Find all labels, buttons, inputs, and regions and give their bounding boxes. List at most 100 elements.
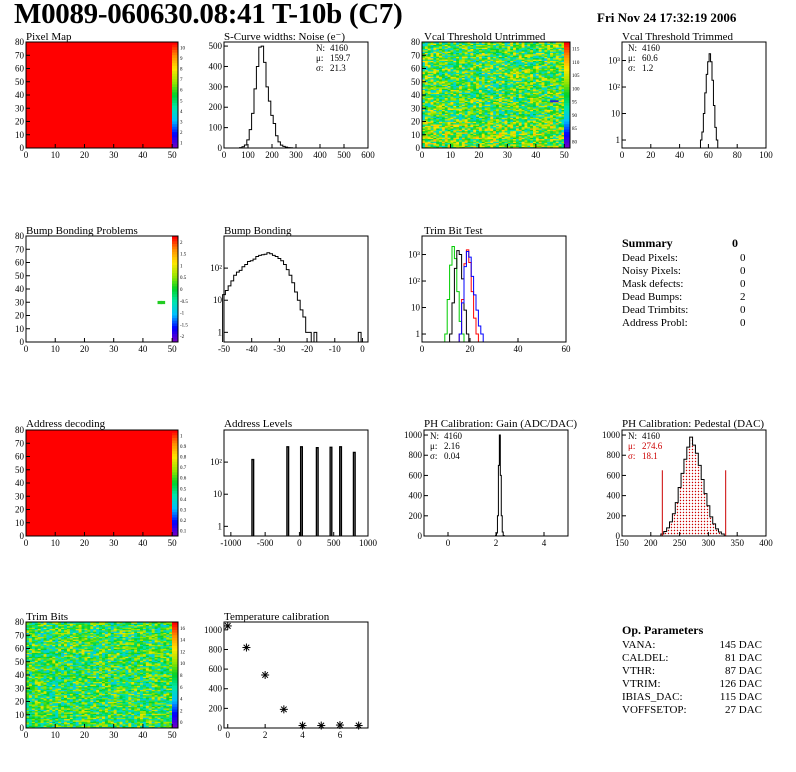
y-tick-label: 50 [15,77,25,87]
y-tick-label: 70 [411,50,421,60]
param-value: 0 [740,252,746,264]
param-label: CALDEL: [622,652,669,664]
histogram-bars [495,434,505,536]
y-tick-label: 10³ [408,250,420,260]
heatmap-cells [26,430,178,536]
y-tick-label: 1000 [602,430,621,440]
data-point [223,621,232,630]
x-tick-label: 600 [361,150,375,160]
y-tick-label: 10 [213,295,223,305]
stats-value: 4160 [642,431,661,441]
y-tick-label: 10² [608,82,620,92]
x-tick-label: 50 [168,150,178,160]
param-value: 126 DAC [719,678,762,690]
summary-title: Summary [622,236,673,250]
address-level-peak [299,446,304,536]
colorbar-tick-label: 105 [572,74,580,79]
plot-title: Address Levels [224,418,293,430]
x-tick-label: 10 [51,344,61,354]
date-stamp: Fri Nov 24 17:32:19 2006 [597,10,737,25]
x-tick-label: -40 [246,344,258,354]
y-tick-label: 80 [15,617,25,627]
histogram-bars [444,246,484,342]
stats-value: 4160 [642,43,661,53]
x-tick-label: 500 [327,538,341,548]
plot-title: Address decoding [26,418,106,430]
x-tick-label: -30 [273,344,285,354]
colorbar-tick-label: 9 [180,57,183,62]
y-tick-label: 50 [411,77,421,87]
y-tick-label: 200 [209,102,223,112]
stats-value: 4160 [330,43,349,53]
x-tick-label: 0 [420,150,425,160]
y-axis: 0 10 20 30 40 50 60 70 80 [15,231,30,347]
y-tick-label: 0 [20,531,25,541]
stats-value: 2.16 [444,441,460,451]
x-tick-label: 60 [562,344,572,354]
x-tick-label: 50 [168,730,178,740]
colorbar-tick-label: 6 [180,686,183,691]
plot-title: Temperature calibration [224,611,330,623]
y-tick-label: 40 [15,284,25,294]
y-tick-label: 1 [416,329,421,339]
y-tick-label: 1 [616,135,621,145]
x-tick-label: 4 [542,538,547,548]
x-axis: 150 200 250 300 350 400 [615,532,773,548]
x-tick-label: 0 [222,150,227,160]
colorbar-tick-label: 115 [572,48,580,53]
y-tick-label: 800 [607,450,621,460]
colorbar-tick-label: 1 [180,142,183,147]
colorbar: 10 9 8 7 6 5 4 3 2 1 [172,42,186,149]
y-tick-label: 20 [15,311,25,321]
colorbar-tick-label: 0.7 [180,466,187,471]
param-value: 115 DAC [719,691,762,703]
x-tick-label: 40 [138,538,148,548]
y-axis: 0 10 20 30 40 50 60 70 80 [411,37,426,153]
colorbar-tick-label: 8 [180,68,183,73]
x-tick-label: 30 [109,344,119,354]
stats-box: N: 4160 μ: 60.6 σ: 1.2 [628,43,661,73]
colorbar-tick-label: 10 [180,662,186,667]
y-tick-label: 50 [15,465,25,475]
histogram-bars [699,53,719,148]
address-level-peak [315,447,319,536]
x-tick-label: 0 [24,730,29,740]
x-axis: 0 20 40 60 [420,338,571,354]
stats-value: 1.2 [642,63,653,73]
stats-value: 60.6 [642,53,658,63]
y-tick-label: 300 [209,82,223,92]
x-tick-label: 30 [109,150,119,160]
param-value: 87 DAC [725,665,762,677]
address-level-peak [286,446,290,536]
param-label: VTRIM: [622,678,661,690]
x-tick-label: 10 [446,150,456,160]
x-tick-label: 0 [24,538,29,548]
histogram-line-series [449,250,470,342]
colorbar-tick-label: -1.5 [180,323,188,328]
colorbar-tick-label: 80 [572,140,578,145]
param-label: VOFFSETOP: [622,704,687,716]
x-axis: 0 10 20 30 40 50 [24,144,177,160]
x-tick-label: 6 [338,730,343,740]
colorbar: 16 14 12 10 8 6 4 2 0 [172,622,186,729]
x-tick-label: 40 [138,730,148,740]
heatmap-cells [26,622,179,729]
address-level-peak [251,458,255,536]
y-tick-label: 10 [411,130,421,140]
y-tick-label: 60 [15,644,25,654]
y-axis: 0 100 200 300 400 500 [209,41,228,153]
colorbar-tick-label: 0.3 [180,509,187,514]
colorbar-tick-label: -0.5 [180,300,188,305]
phped-plot: 150 200 250 300 350 400 0 200 400 600 800 1000 N: 416… [602,429,773,548]
y-tick-label: 80 [15,231,25,241]
param-label: Dead Bumps: [622,291,683,303]
param-value: 2 [740,291,746,303]
phgain-plot: 0 2 4 0 200 400 600 800 1000 N: 4160 μ: 2.16 σ: 0.04 [404,429,569,548]
y-axis: 0 10 20 30 40 50 60 70 80 [15,617,30,733]
y-tick-label: 600 [607,470,621,480]
histogram-line [495,434,505,536]
y-tick-label: 0 [20,143,25,153]
y-tick-label: 10 [213,489,223,499]
y-tick-label: 20 [15,697,25,707]
x-tick-label: 30 [109,538,119,548]
